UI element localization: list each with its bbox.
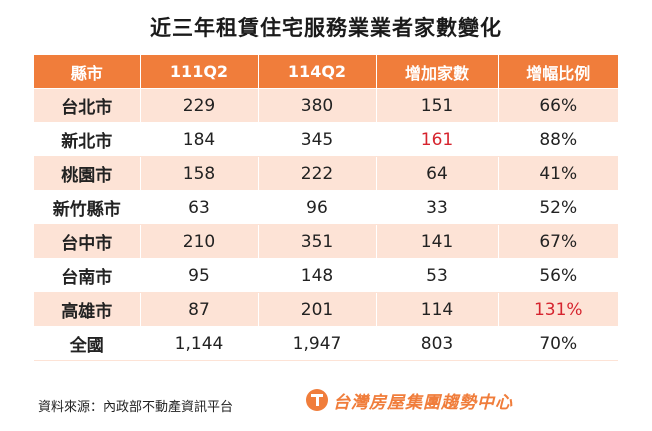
table-row: 台中市 210 351 141 67%	[34, 224, 618, 259]
cell-114q2: 148	[258, 258, 377, 293]
cell-114q2: 201	[258, 292, 377, 327]
cell-increase-count-highlight: 161	[376, 122, 499, 157]
cell-city: 桃園市	[34, 156, 141, 191]
cell-114q2: 1,947	[258, 326, 377, 361]
cell-increase-count: 141	[376, 224, 499, 259]
cell-increase-count: 33	[376, 190, 499, 225]
cell-city: 台南市	[34, 258, 141, 293]
cell-city: 新北市	[34, 122, 141, 157]
cell-114q2: 96	[258, 190, 377, 225]
table-row: 新北市 184 345 161 88%	[34, 122, 618, 157]
cell-increase-ratio: 70%	[498, 326, 618, 361]
data-table: 縣市 111Q2 114Q2 增加家數 增幅比例 台北市 229 380 151…	[34, 55, 618, 361]
table-row: 台北市 229 380 151 66%	[34, 88, 618, 123]
table-row: 台南市 95 148 53 56%	[34, 258, 618, 293]
cell-increase-count: 64	[376, 156, 499, 191]
cell-increase-ratio: 66%	[498, 88, 618, 123]
header-city: 縣市	[34, 55, 141, 89]
cell-increase-ratio: 88%	[498, 122, 618, 157]
cell-111q2: 87	[140, 292, 259, 327]
table-row: 新竹縣市 63 96 33 52%	[34, 190, 618, 225]
cell-city: 台中市	[34, 224, 141, 259]
cell-increase-ratio-highlight: 131%	[498, 292, 618, 327]
page-title: 近三年租賃住宅服務業業者家數變化	[150, 16, 502, 40]
cell-114q2: 345	[258, 122, 377, 157]
cell-114q2: 351	[258, 224, 377, 259]
cell-114q2: 222	[258, 156, 377, 191]
brand-logo-text: 台灣房屋集團趨勢中心	[333, 392, 513, 413]
cell-111q2: 158	[140, 156, 259, 191]
table-row: 桃園市 158 222 64 41%	[34, 156, 618, 191]
cell-111q2: 184	[140, 122, 259, 157]
cell-111q2: 229	[140, 88, 259, 123]
cell-increase-ratio: 52%	[498, 190, 618, 225]
cell-111q2: 95	[140, 258, 259, 293]
header-111q2: 111Q2	[140, 55, 259, 89]
taiwan-realty-logo-icon	[306, 389, 328, 411]
header-increase-count: 增加家數	[376, 55, 499, 89]
cell-increase-count: 151	[376, 88, 499, 123]
data-source-note: 資料來源：內政部不動產資訊平台	[38, 400, 234, 415]
table-row: 高雄市 87 201 114 131%	[34, 292, 618, 327]
table-row-total: 全國 1,144 1,947 803 70%	[34, 326, 618, 361]
cell-114q2: 380	[258, 88, 377, 123]
cell-increase-ratio: 56%	[498, 258, 618, 293]
cell-111q2: 1,144	[140, 326, 259, 361]
cell-increase-count: 803	[376, 326, 499, 361]
header-114q2: 114Q2	[258, 55, 377, 89]
cell-111q2: 210	[140, 224, 259, 259]
table-header-row: 縣市 111Q2 114Q2 增加家數 增幅比例	[34, 55, 618, 89]
cell-city: 全國	[34, 326, 141, 361]
header-increase-ratio: 增幅比例	[498, 55, 618, 89]
cell-111q2: 63	[140, 190, 259, 225]
brand-logo: 台灣房屋集團趨勢中心	[306, 387, 513, 413]
cell-city: 高雄市	[34, 292, 141, 327]
cell-increase-ratio: 41%	[498, 156, 618, 191]
cell-increase-count: 53	[376, 258, 499, 293]
cell-city: 新竹縣市	[34, 190, 141, 225]
cell-increase-count: 114	[376, 292, 499, 327]
cell-city: 台北市	[34, 88, 141, 123]
cell-increase-ratio: 67%	[498, 224, 618, 259]
